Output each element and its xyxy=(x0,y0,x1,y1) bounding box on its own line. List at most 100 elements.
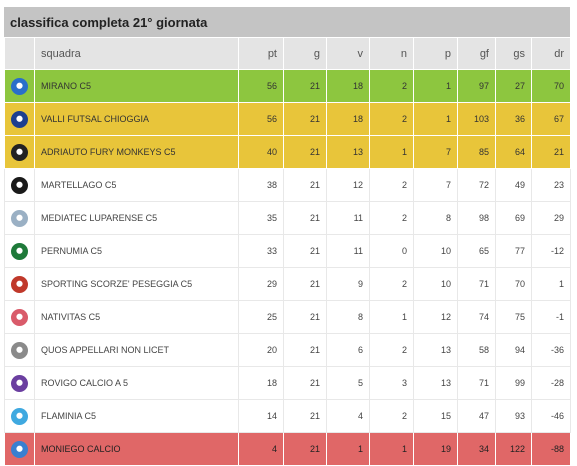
stat-pt: 40 xyxy=(238,135,284,169)
table-row[interactable]: QUOS APPELLARI NON LICET 20 21 6 2 13 58 94 -36 xyxy=(4,333,571,367)
stat-pt: 56 xyxy=(238,69,284,103)
col-gf: gf xyxy=(457,37,496,70)
stat-g: 21 xyxy=(283,234,327,268)
team-name[interactable]: ADRIAUTO FURY MONKEYS C5 xyxy=(34,135,239,169)
team-name[interactable]: VALLI FUTSAL CHIOGGIA xyxy=(34,102,239,136)
stat-dr: -88 xyxy=(531,432,571,466)
team-name[interactable]: FLAMINIA C5 xyxy=(34,399,239,433)
team-logo-cell xyxy=(4,102,35,136)
table-row[interactable]: MONIEGO CALCIO 4 21 1 1 19 34 122 -88 xyxy=(4,432,571,466)
stat-pt: 18 xyxy=(238,366,284,400)
team-logo-cell xyxy=(4,168,35,202)
stat-n: 2 xyxy=(369,399,414,433)
table-row[interactable]: PERNUMIA C5 33 21 11 0 10 65 77 -12 xyxy=(4,234,571,268)
stat-gf: 74 xyxy=(457,300,496,334)
table-row[interactable]: FLAMINIA C5 14 21 4 2 15 47 93 -46 xyxy=(4,399,571,433)
stat-n: 2 xyxy=(369,333,414,367)
stat-pt: 25 xyxy=(238,300,284,334)
stat-gf: 71 xyxy=(457,267,496,301)
stat-p: 1 xyxy=(413,102,458,136)
stat-p: 1 xyxy=(413,69,458,103)
stat-p: 8 xyxy=(413,201,458,235)
team-logo-cell xyxy=(4,300,35,334)
title-bar: classifica completa 21° giornata xyxy=(4,7,570,37)
stat-dr: -1 xyxy=(531,300,571,334)
stat-gf: 72 xyxy=(457,168,496,202)
team-logo-cell xyxy=(4,333,35,367)
stat-pt: 14 xyxy=(238,399,284,433)
team-logo-cell xyxy=(4,201,35,235)
team-logo-cell xyxy=(4,69,35,103)
stat-dr: -46 xyxy=(531,399,571,433)
stat-n: 2 xyxy=(369,168,414,202)
team-name[interactable]: MARTELLAGO C5 xyxy=(34,168,239,202)
stat-gs: 36 xyxy=(495,102,532,136)
team-name[interactable]: SPORTING SCORZE' PESEGGIA C5 xyxy=(34,267,239,301)
table-row[interactable]: NATIVITAS C5 25 21 8 1 12 74 75 -1 xyxy=(4,300,571,334)
stat-v: 4 xyxy=(326,399,370,433)
table-row[interactable]: MIRANO C5 56 21 18 2 1 97 27 70 xyxy=(4,69,571,103)
stat-g: 21 xyxy=(283,333,327,367)
sporting-scorze-logo-icon xyxy=(11,275,28,293)
team-name[interactable]: ROVIGO CALCIO A 5 xyxy=(34,366,239,400)
team-name[interactable]: NATIVITAS C5 xyxy=(34,300,239,334)
nativitas-logo-icon xyxy=(11,308,28,326)
stat-v: 5 xyxy=(326,366,370,400)
stat-gf: 103 xyxy=(457,102,496,136)
stat-p: 15 xyxy=(413,399,458,433)
stat-gs: 69 xyxy=(495,201,532,235)
table-row[interactable]: SPORTING SCORZE' PESEGGIA C5 29 21 9 2 10 71 70… xyxy=(4,267,571,301)
stat-g: 21 xyxy=(283,135,327,169)
luparense-logo-icon xyxy=(11,209,28,227)
team-name[interactable]: PERNUMIA C5 xyxy=(34,234,239,268)
stat-pt: 35 xyxy=(238,201,284,235)
stat-n: 1 xyxy=(369,432,414,466)
flaminia-logo-icon xyxy=(11,407,28,425)
table-row[interactable]: MEDIATEC LUPARENSE C5 35 21 11 2 8 98 69 29 xyxy=(4,201,571,235)
stat-dr: 23 xyxy=(531,168,571,202)
stat-p: 7 xyxy=(413,168,458,202)
stat-pt: 38 xyxy=(238,168,284,202)
stat-v: 1 xyxy=(326,432,370,466)
stat-gs: 93 xyxy=(495,399,532,433)
stat-dr: 1 xyxy=(531,267,571,301)
stat-dr: -36 xyxy=(531,333,571,367)
fury-monkeys-logo-icon xyxy=(11,143,28,161)
stat-pt: 4 xyxy=(238,432,284,466)
stat-gf: 34 xyxy=(457,432,496,466)
team-logo-cell xyxy=(4,135,35,169)
stat-gf: 71 xyxy=(457,366,496,400)
stat-g: 21 xyxy=(283,201,327,235)
stat-v: 18 xyxy=(326,69,370,103)
mirano-logo-icon xyxy=(11,77,28,95)
table-row[interactable]: ROVIGO CALCIO A 5 18 21 5 3 13 71 99 -28 xyxy=(4,366,571,400)
stat-gs: 27 xyxy=(495,69,532,103)
col-pt: pt xyxy=(238,37,284,70)
team-logo-cell xyxy=(4,234,35,268)
team-name[interactable]: MIRANO C5 xyxy=(34,69,239,103)
table-row[interactable]: MARTELLAGO C5 38 21 12 2 7 72 49 23 xyxy=(4,168,571,202)
team-name[interactable]: MONIEGO CALCIO xyxy=(34,432,239,466)
col-dr: dr xyxy=(531,37,571,70)
col-n: n xyxy=(369,37,414,70)
stat-gf: 85 xyxy=(457,135,496,169)
col-gs: gs xyxy=(495,37,532,70)
stat-gs: 77 xyxy=(495,234,532,268)
stat-gs: 49 xyxy=(495,168,532,202)
table-row[interactable]: ADRIAUTO FURY MONKEYS C5 40 21 13 1 7 85 64 21 xyxy=(4,135,571,169)
team-logo-cell xyxy=(4,399,35,433)
stat-pt: 33 xyxy=(238,234,284,268)
stat-gf: 97 xyxy=(457,69,496,103)
stat-dr: -28 xyxy=(531,366,571,400)
stat-p: 10 xyxy=(413,234,458,268)
stat-n: 2 xyxy=(369,102,414,136)
stat-gf: 98 xyxy=(457,201,496,235)
stat-dr: 70 xyxy=(531,69,571,103)
stat-n: 1 xyxy=(369,300,414,334)
team-logo-cell xyxy=(4,267,35,301)
quos-logo-icon xyxy=(11,341,28,359)
table-row[interactable]: VALLI FUTSAL CHIOGGIA 56 21 18 2 1 103 36 67 xyxy=(4,102,571,136)
team-name[interactable]: QUOS APPELLARI NON LICET xyxy=(34,333,239,367)
team-name[interactable]: MEDIATEC LUPARENSE C5 xyxy=(34,201,239,235)
stat-v: 18 xyxy=(326,102,370,136)
